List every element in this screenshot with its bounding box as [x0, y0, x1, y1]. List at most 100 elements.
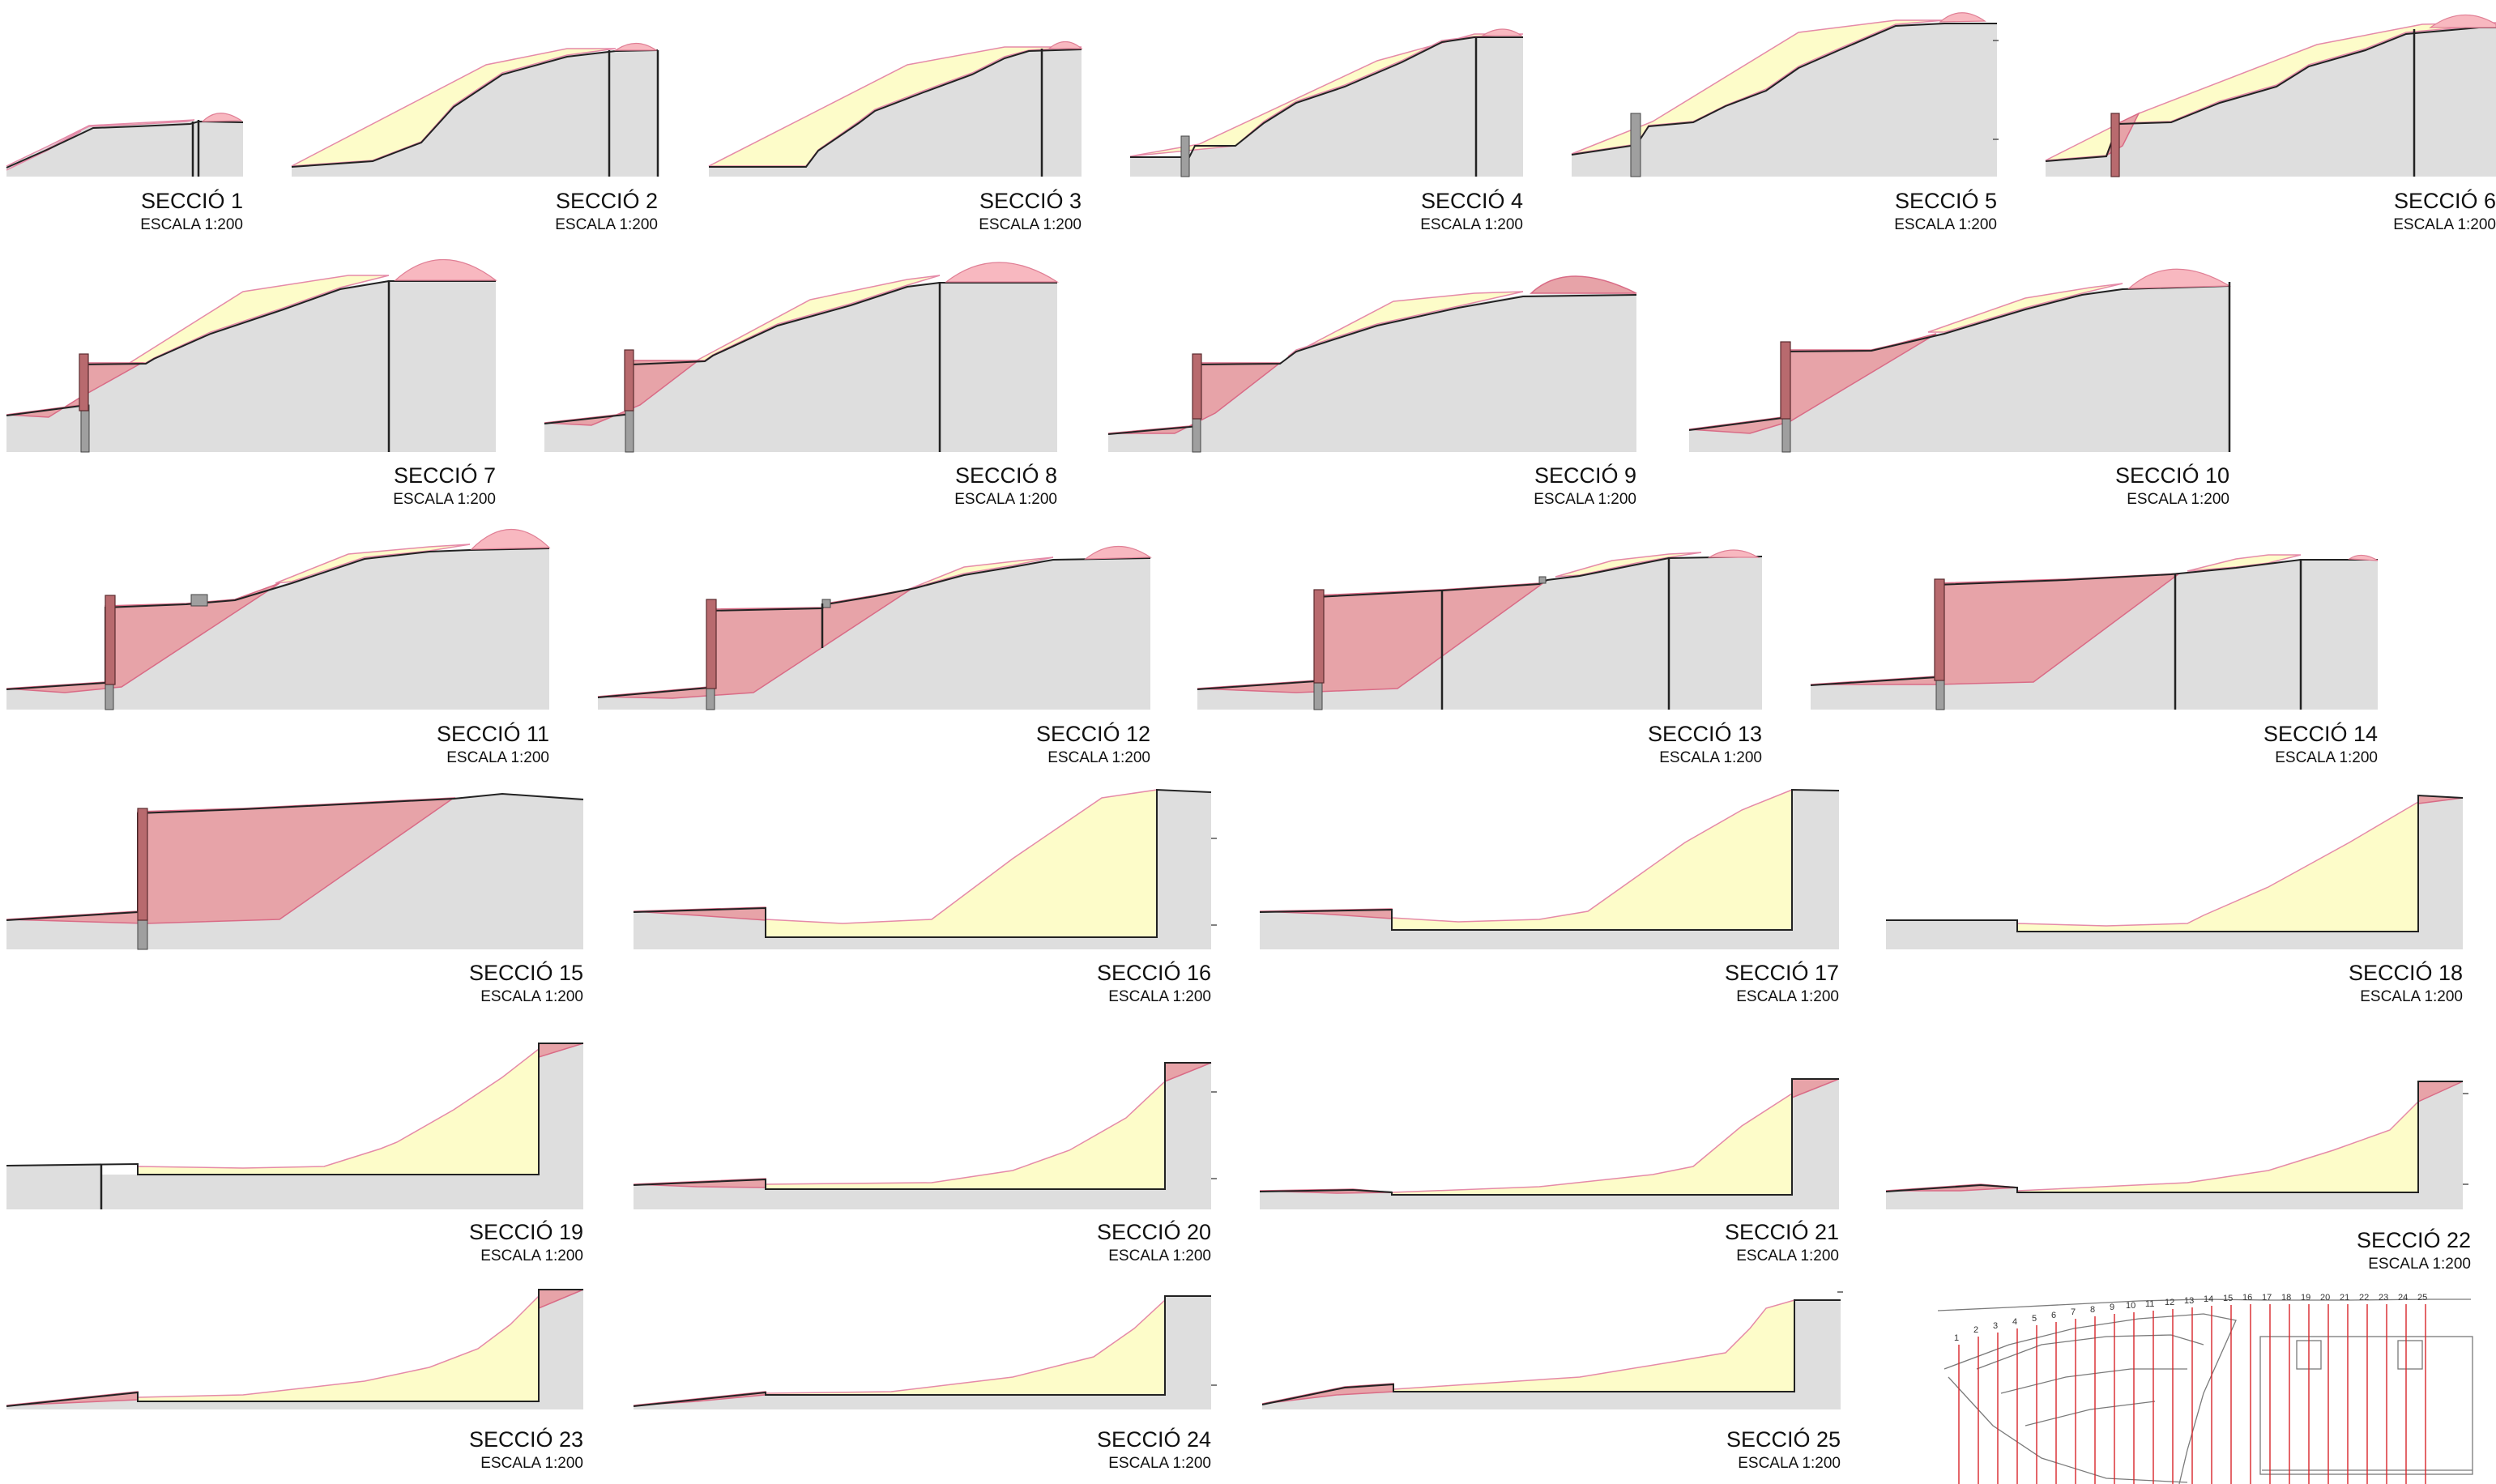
key-plan-number: 11	[2145, 1299, 2154, 1309]
key-plan-number: 3	[1993, 1321, 1998, 1331]
key-plan-number: 21	[2340, 1293, 2349, 1303]
section-9: SECCIÓ 9 ESCALA 1:200	[1107, 275, 1637, 508]
section-24: SECCIÓ 24 ESCALA 1:200	[633, 1295, 1217, 1472]
key-plan-number: 18	[2281, 1293, 2291, 1303]
key-plan-number: 8	[2090, 1305, 2095, 1315]
section-title: SECCIÓ 24	[1097, 1426, 1211, 1452]
section-12: SECCIÓ 12 ESCALA 1:200	[597, 545, 1152, 766]
section-scale: ESCALA 1:200	[140, 216, 243, 233]
key-plan-number: 12	[2165, 1298, 2174, 1307]
section-15: SECCIÓ 15 ESCALA 1:200	[6, 792, 584, 1005]
section-title: SECCIÓ 23	[469, 1426, 583, 1452]
section-title: SECCIÓ 13	[1648, 721, 1762, 746]
section-16: SECCIÓ 16 ESCALA 1:200	[633, 788, 1217, 1005]
section-title: SECCIÓ 22	[2357, 1227, 2471, 1252]
section-title: SECCIÓ 20	[1097, 1219, 1211, 1244]
key-plan-number: 1	[1954, 1333, 1959, 1343]
section-scale: ESCALA 1:200	[1108, 1247, 1211, 1264]
key-plan-number: 15	[2223, 1294, 2233, 1303]
key-plan-number: 10	[2126, 1301, 2135, 1311]
key-plan-number: 22	[2359, 1293, 2369, 1303]
section-title: SECCIÓ 18	[2349, 960, 2463, 985]
section-11: SECCIÓ 11 ESCALA 1:200	[6, 528, 551, 766]
section-scale: ESCALA 1:200	[2275, 749, 2378, 766]
key-plan-number: 6	[2051, 1311, 2056, 1320]
section-25: SECCIÓ 25 ESCALA 1:200	[1261, 1291, 1843, 1472]
section-scale: ESCALA 1:200	[1736, 1247, 1839, 1264]
section-title: SECCIÓ 11	[437, 721, 549, 746]
section-20: SECCIÓ 20 ESCALA 1:200	[633, 1062, 1217, 1264]
section-scale: ESCALA 1:200	[1420, 216, 1523, 233]
section-scale: ESCALA 1:200	[1736, 988, 1839, 1005]
section-title: SECCIÓ 12	[1036, 721, 1150, 746]
section-scale: ESCALA 1:200	[480, 1455, 583, 1472]
key-plan-number: 4	[2012, 1317, 2017, 1327]
section-title: SECCIÓ 10	[2115, 463, 2229, 488]
section-14: SECCIÓ 14 ESCALA 1:200	[1810, 554, 2379, 766]
key-plan-number: 14	[2204, 1294, 2213, 1304]
section-22: SECCIÓ 22 ESCALA 1:200	[1885, 1081, 2471, 1273]
section-7: SECCIÓ 7 ESCALA 1:200	[6, 259, 497, 508]
section-13: SECCIÓ 13 ESCALA 1:200	[1197, 549, 1763, 766]
section-scale: ESCALA 1:200	[954, 491, 1057, 508]
section-title: SECCIÓ 8	[955, 463, 1057, 488]
section-scale: ESCALA 1:200	[480, 988, 583, 1005]
section-21: SECCIÓ 21 ESCALA 1:200	[1259, 1078, 1840, 1264]
section-scale: ESCALA 1:200	[1738, 1455, 1841, 1472]
key-plan-number: 19	[2301, 1293, 2310, 1303]
section-1: SECCIÓ 1 ESCALA 1:200	[6, 113, 244, 233]
section-scale: ESCALA 1:200	[555, 216, 658, 233]
section-10: SECCIÓ 10 ESCALA 1:200	[1688, 268, 2232, 508]
section-scale: ESCALA 1:200	[480, 1247, 583, 1264]
key-plan-number: 5	[2032, 1314, 2037, 1324]
key-plan-number: 17	[2262, 1293, 2272, 1303]
section-scale: ESCALA 1:200	[2393, 216, 2496, 233]
section-scale: ESCALA 1:200	[2360, 988, 2463, 1005]
section-scale: ESCALA 1:200	[1894, 216, 1997, 233]
section-title: SECCIÓ 17	[1725, 960, 1839, 985]
section-scale: ESCALA 1:200	[2127, 491, 2229, 508]
section-title: SECCIÓ 9	[1534, 463, 1636, 488]
section-23: SECCIÓ 23 ESCALA 1:200	[6, 1289, 584, 1472]
section-title: SECCIÓ 5	[1895, 188, 1997, 213]
key-plan-number: 2	[1973, 1325, 1978, 1335]
section-title: SECCIÓ 25	[1726, 1426, 1841, 1452]
section-title: SECCIÓ 15	[469, 960, 583, 985]
key-plan: 1 2 3 4 5 6 7 8 9 10 11 12 13 14 15 16 1…	[1937, 1293, 2473, 1484]
section-8: SECCIÓ 8 ESCALA 1:200	[544, 262, 1060, 508]
section-scale: ESCALA 1:200	[1108, 988, 1211, 1005]
key-plan-number: 13	[2184, 1296, 2194, 1306]
key-plan-number: 7	[2071, 1307, 2076, 1317]
key-plan-number: 23	[2379, 1293, 2388, 1303]
key-plan-number: 25	[2417, 1293, 2427, 1303]
section-18: SECCIÓ 18 ESCALA 1:200	[1886, 794, 2464, 1005]
section-title: SECCIÓ 21	[1725, 1219, 1839, 1244]
key-plan-number: 20	[2320, 1293, 2330, 1303]
section-title: SECCIÓ 1	[141, 188, 243, 213]
section-19: SECCIÓ 19 ESCALA 1:200	[6, 1043, 584, 1264]
section-scale: ESCALA 1:200	[1108, 1455, 1211, 1472]
section-title: SECCIÓ 2	[556, 188, 658, 213]
section-title: SECCIÓ 16	[1097, 960, 1211, 985]
key-plan-number: 16	[2242, 1293, 2252, 1303]
section-scale: ESCALA 1:200	[446, 749, 549, 766]
section-title: SECCIÓ 6	[2394, 188, 2496, 213]
section-title: SECCIÓ 4	[1421, 188, 1523, 213]
section-scale: ESCALA 1:200	[1047, 749, 1150, 766]
section-title: SECCIÓ 19	[469, 1219, 583, 1244]
section-title: SECCIÓ 14	[2263, 721, 2378, 746]
section-scale: ESCALA 1:200	[1534, 491, 1636, 508]
section-scale: ESCALA 1:200	[393, 491, 496, 508]
section-scale: ESCALA 1:200	[1659, 749, 1762, 766]
section-title: SECCIÓ 7	[394, 463, 496, 488]
section-scale: ESCALA 1:200	[2368, 1256, 2471, 1273]
key-plan-number: 24	[2398, 1293, 2408, 1303]
section-4: SECCIÓ 4 ESCALA 1:200	[1129, 28, 1524, 233]
section-6: SECCIÓ 6 ESCALA 1:200	[2045, 14, 2496, 233]
section-17: SECCIÓ 17 ESCALA 1:200	[1259, 788, 1840, 1005]
section-5: SECCIÓ 5 ESCALA 1:200	[1571, 12, 1999, 233]
section-3: SECCIÓ 3 ESCALA 1:200	[708, 41, 1083, 233]
key-plan-number: 9	[2110, 1303, 2114, 1312]
section-2: SECCIÓ 2 ESCALA 1:200	[291, 42, 659, 233]
